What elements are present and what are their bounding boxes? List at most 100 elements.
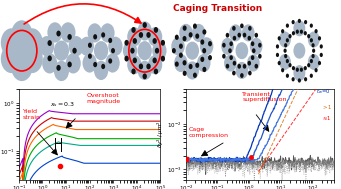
Circle shape (236, 42, 248, 59)
Circle shape (304, 20, 307, 24)
Circle shape (123, 41, 137, 60)
Circle shape (189, 64, 193, 69)
Circle shape (124, 40, 129, 46)
Circle shape (221, 38, 234, 55)
Circle shape (250, 38, 263, 55)
Circle shape (233, 61, 236, 66)
Text: Yield
strain: Yield strain (23, 109, 41, 120)
Circle shape (318, 36, 321, 40)
Circle shape (93, 34, 97, 40)
Circle shape (229, 55, 233, 60)
Circle shape (182, 60, 187, 65)
Circle shape (281, 68, 284, 72)
Circle shape (311, 43, 315, 47)
Circle shape (222, 54, 226, 59)
Circle shape (56, 31, 61, 36)
Circle shape (232, 26, 236, 31)
Circle shape (133, 38, 137, 44)
Circle shape (88, 43, 92, 48)
Circle shape (195, 63, 199, 68)
Circle shape (298, 78, 301, 83)
Circle shape (108, 58, 112, 64)
Circle shape (242, 24, 255, 41)
Circle shape (127, 55, 142, 74)
Circle shape (314, 29, 318, 33)
Circle shape (80, 37, 94, 56)
Circle shape (101, 64, 105, 69)
Circle shape (137, 61, 152, 80)
Circle shape (88, 53, 92, 59)
Circle shape (193, 73, 197, 78)
Circle shape (94, 61, 108, 80)
Circle shape (186, 42, 199, 60)
Circle shape (182, 36, 187, 41)
Circle shape (308, 54, 320, 70)
Circle shape (258, 43, 262, 48)
Circle shape (308, 32, 320, 47)
Circle shape (286, 38, 289, 43)
Circle shape (68, 34, 72, 40)
Circle shape (171, 37, 185, 55)
Circle shape (1, 44, 22, 73)
Circle shape (237, 33, 241, 37)
Circle shape (283, 49, 287, 53)
Circle shape (172, 48, 176, 53)
Circle shape (161, 40, 165, 46)
Circle shape (183, 26, 187, 31)
Circle shape (127, 27, 142, 46)
Circle shape (236, 62, 248, 79)
Circle shape (298, 19, 301, 23)
Circle shape (189, 32, 193, 38)
Circle shape (310, 38, 313, 43)
Circle shape (312, 49, 315, 53)
Circle shape (310, 74, 313, 78)
Circle shape (42, 53, 57, 74)
Circle shape (66, 53, 81, 74)
Circle shape (300, 68, 303, 72)
Circle shape (193, 23, 197, 29)
Circle shape (278, 61, 281, 65)
Circle shape (300, 29, 303, 34)
Circle shape (152, 38, 157, 44)
Circle shape (152, 57, 157, 63)
Circle shape (69, 36, 84, 56)
Circle shape (155, 48, 159, 54)
Circle shape (311, 54, 315, 58)
Text: $>1$: $>1$ (321, 103, 332, 111)
Circle shape (281, 29, 284, 33)
Circle shape (286, 59, 289, 63)
Circle shape (202, 48, 206, 53)
Text: $t_w\!=\!0$: $t_w\!=\!0$ (316, 87, 331, 96)
Circle shape (254, 33, 258, 38)
Circle shape (304, 77, 307, 81)
Circle shape (252, 48, 255, 53)
Circle shape (307, 63, 310, 67)
Circle shape (175, 61, 179, 67)
Circle shape (161, 56, 165, 62)
Circle shape (47, 55, 52, 61)
Circle shape (133, 57, 137, 63)
Circle shape (148, 55, 162, 74)
Circle shape (175, 35, 179, 40)
Text: Transient
superdiffusion: Transient superdiffusion (242, 91, 287, 102)
Circle shape (304, 66, 307, 70)
Circle shape (152, 41, 166, 60)
Circle shape (304, 31, 307, 35)
Circle shape (248, 26, 252, 31)
Circle shape (240, 23, 244, 28)
Circle shape (248, 61, 251, 66)
Circle shape (208, 55, 212, 60)
Circle shape (11, 36, 32, 65)
Text: Caging Transition: Caging Transition (174, 4, 263, 13)
Circle shape (243, 33, 246, 37)
Circle shape (83, 53, 97, 73)
Circle shape (105, 53, 120, 73)
Circle shape (47, 40, 52, 46)
Circle shape (143, 73, 147, 79)
Circle shape (314, 68, 318, 72)
Circle shape (237, 64, 241, 69)
Circle shape (248, 36, 251, 41)
Circle shape (240, 73, 244, 78)
Circle shape (137, 41, 152, 60)
Circle shape (233, 36, 236, 41)
